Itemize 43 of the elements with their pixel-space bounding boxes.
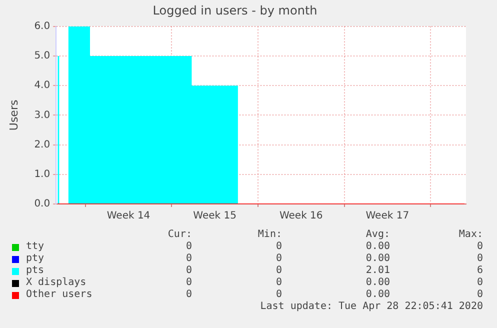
text: 0 [274,253,282,265]
x-tick-label: Week 17 [366,210,410,222]
chart-title: Logged in users - by month [152,3,318,18]
text: 0 [476,241,483,253]
text: 0 [184,241,192,253]
legend-label: pty [26,253,44,265]
y-axis-title: Users [7,100,20,131]
text: 0 [184,289,192,301]
y-tick-label: 5.0 [34,50,50,62]
y-tick-label: 2.0 [34,139,50,150]
text: 0 [184,265,192,277]
x-tick-label: Week 16 [279,210,323,222]
y-tick-label: 6.0 [34,20,50,32]
x-tick-label: Week 14 [106,210,150,222]
text: 0.00 [364,253,390,265]
text: 0 [274,289,282,301]
legend-label: X displays [26,277,86,289]
legend-label: Other users [26,289,92,301]
text: Min: [256,229,282,241]
text: Last update: Tue Apr 28 22:05:41 2020 [259,301,483,313]
text: Max: [458,229,483,241]
text: 0 [476,289,483,301]
text: 0 [274,265,282,277]
y-tick-label: 3.0 [34,110,50,121]
y-tick-label: 1.0 [34,168,50,180]
text: 0 [274,241,282,253]
text: 0 [184,277,192,289]
legend-label: pts [26,265,44,277]
text: 2.01 [364,265,390,277]
legend-label: tty [26,241,44,253]
y-tick-label: 0.0 [34,198,50,210]
text: 6 [476,265,483,277]
text: 0.00 [364,241,390,253]
text: 0.00 [364,289,390,301]
y-tick-label: 4.0 [34,80,50,92]
text: 0 [476,253,483,265]
text: 0 [476,277,483,289]
x-tick-label: Week 15 [193,210,236,222]
text: Cur: [166,229,192,241]
text: Avg: [364,229,390,241]
text: 0 [184,253,192,265]
text: 0 [274,277,282,289]
text: 0.00 [364,277,390,289]
